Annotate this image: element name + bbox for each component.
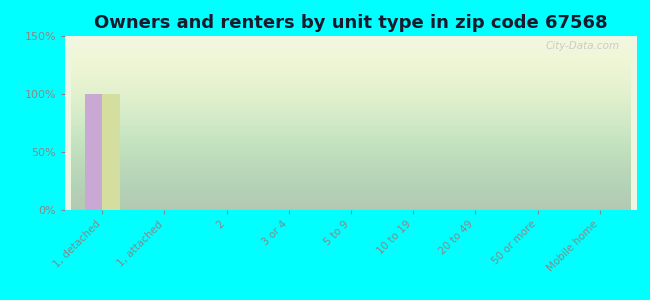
Bar (102, 94, 120, 210)
Title: Owners and renters by unit type in zip code 67568: Owners and renters by unit type in zip c… (94, 14, 608, 32)
Text: City-Data.com: City-Data.com (546, 41, 620, 51)
Bar (85, 94, 102, 210)
